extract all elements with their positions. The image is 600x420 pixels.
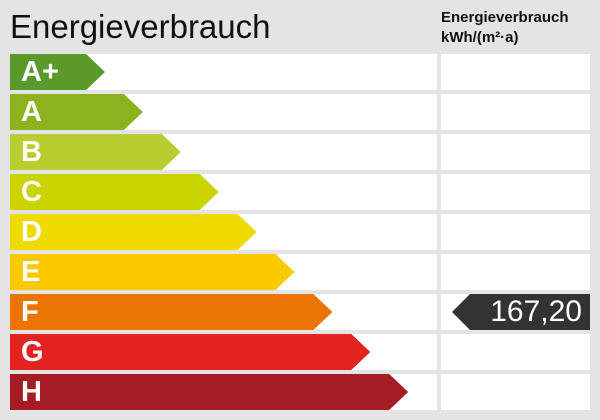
value-cell [441,254,590,290]
energy-class-arrow-h: H [10,374,408,410]
energy-class-label: C [21,176,42,208]
value-cell: 167,20 [441,294,590,330]
value-cell [441,334,590,370]
energy-class-arrow-c: C [10,174,219,210]
energy-class-row: A+ [10,54,437,90]
energy-class-label: H [21,376,42,408]
energy-class-label: E [21,256,41,288]
energy-class-label: A+ [21,56,59,88]
value-cell [441,214,590,250]
energy-class-row: E [10,254,437,290]
energy-class-arrow-b: B [10,134,181,170]
value-cell [441,94,590,130]
energy-class-row: F [10,294,437,330]
energy-class-row: G [10,334,437,370]
value-cell [441,134,590,170]
energy-class-label: G [21,336,44,368]
value-cell [441,374,590,410]
energy-class-label: F [21,296,39,328]
energy-class-arrow-g: G [10,334,370,370]
energy-class-row: A [10,94,437,130]
current-value: 167,20 [490,295,582,328]
page-title: Energieverbrauch [10,8,271,45]
value-column-header: Energieverbrauch kWh/(m²·a) [441,9,569,46]
energy-class-row: H [10,374,437,410]
energy-class-arrow-a: A [10,94,143,130]
energy-class-arrow-d: D [10,214,257,250]
value-cell [441,54,590,90]
energy-class-row: D [10,214,437,250]
energy-class-arrow-e: E [10,254,295,290]
energy-class-row: C [10,174,437,210]
energy-class-label: B [21,136,42,168]
energy-class-arrow-aplus: A+ [10,54,105,90]
energy-class-row: B [10,134,437,170]
energy-class-arrow-f: F [10,294,332,330]
current-value-marker: 167,20 [452,294,590,330]
energy-class-label: A [21,96,42,128]
value-cell [441,174,590,210]
energy-class-label: D [21,216,42,248]
